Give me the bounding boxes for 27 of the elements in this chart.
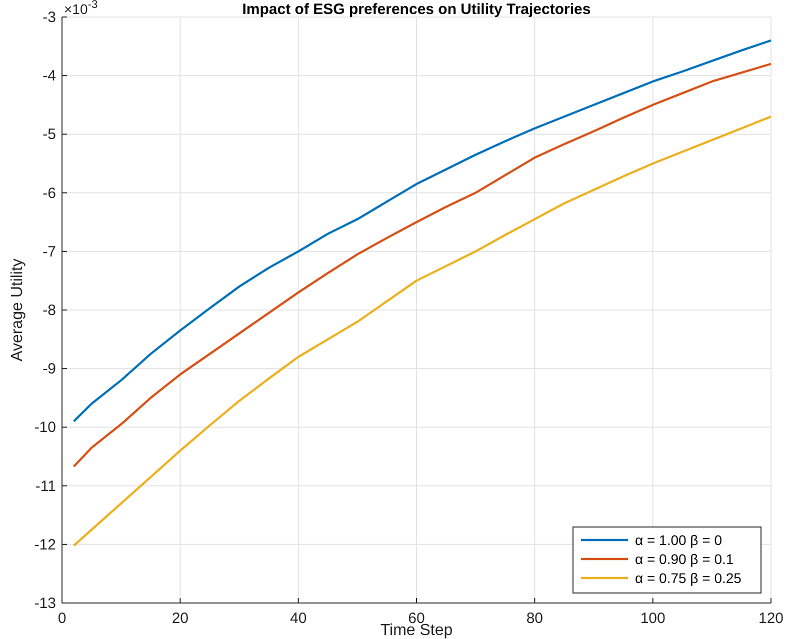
y-tick-label: -10 <box>34 419 56 436</box>
x-tick-label: 120 <box>758 610 784 627</box>
line-series <box>72 39 772 422</box>
y-tick-label: -7 <box>42 243 56 260</box>
y-tick-label: -9 <box>42 360 56 378</box>
x-tick-label: 80 <box>526 610 544 627</box>
y-tick-label: -5 <box>42 126 56 144</box>
x-tick-label: 100 <box>640 610 666 627</box>
legend-label: α = 0.90 β = 0.1 <box>635 551 734 567</box>
y-tick-label: -12 <box>34 536 56 554</box>
y-axis-title: Average Utility <box>9 258 26 362</box>
x-axis-title: Time Step <box>380 622 453 639</box>
legend-label: α = 0.75 β = 0.25 <box>635 570 742 586</box>
chart-title: Impact of ESG preferences on Utility Trajectories <box>242 1 591 18</box>
x-tick-label: 0 <box>58 610 66 627</box>
annotation: ×10$^{-3}$ <box>64 0 98 17</box>
y-tick-label: -3 <box>42 9 56 26</box>
legend-label: α = 1.00 β = 0 <box>635 532 722 548</box>
x-tick-label: 40 <box>290 610 307 627</box>
line-series <box>72 116 772 547</box>
y-tick-label: -11 <box>35 478 56 495</box>
y-tick-label: -8 <box>42 302 56 319</box>
line-series <box>72 62 772 468</box>
y-tick-label: -4 <box>42 68 56 85</box>
y-tick-label: -6 <box>42 184 56 202</box>
x-tick-label: 20 <box>172 610 189 627</box>
y-tick-label: -13 <box>34 595 56 612</box>
